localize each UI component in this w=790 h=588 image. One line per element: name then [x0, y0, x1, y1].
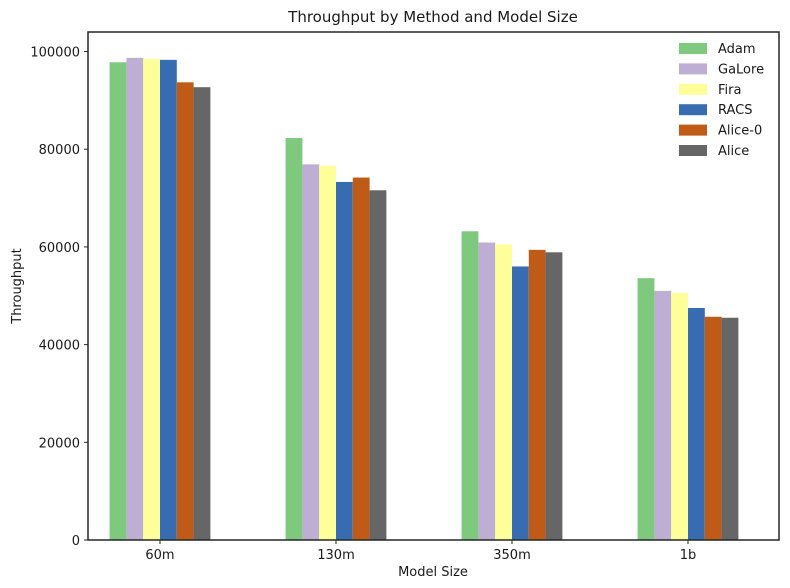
bar-racs-1b — [688, 307, 705, 540]
bar-alice-0-1b — [704, 316, 722, 540]
legend-swatch-fira — [679, 83, 707, 95]
bar-racs-60m — [160, 59, 177, 541]
bar-fira-350m — [495, 244, 512, 541]
y-tick-label: 0 — [72, 534, 80, 549]
legend-swatch-adam — [679, 43, 707, 54]
x-tick-label: 350m — [493, 548, 530, 563]
y-tick-label: 80000 — [39, 143, 80, 158]
legend-label: Alice — [718, 144, 749, 159]
bar-racs-350m — [512, 266, 529, 540]
legend-label: RACS — [718, 103, 753, 118]
legend-label: GaLore — [718, 62, 764, 77]
y-tick-label: 60000 — [39, 241, 80, 256]
bar-fira-60m — [143, 58, 160, 541]
y-axis-ticks: 0 20000 40000 60000 80000 100000 — [30, 46, 88, 549]
bar-alice-0-60m — [176, 82, 194, 540]
y-tick-label: 20000 — [39, 436, 80, 451]
bar-fira-130m — [319, 165, 336, 540]
x-tick-label: 130m — [317, 548, 354, 563]
bar-alice-60m — [193, 87, 211, 540]
y-tick-label: 40000 — [39, 339, 80, 354]
bar-adam-350m — [461, 231, 479, 541]
x-axis-label: Model Size — [398, 565, 468, 580]
bar-adam-60m — [109, 62, 127, 540]
legend: Adam GaLore Fira RACS Alice-0 Alice — [679, 42, 764, 159]
x-axis-ticks: 60m 130m 350m 1b — [145, 540, 696, 563]
legend-swatch-alice-0 — [679, 124, 707, 136]
chart-title: Throughput by Method and Model Size — [287, 8, 578, 26]
legend-swatch-racs — [679, 104, 707, 116]
bar-galore-60m — [126, 57, 144, 540]
bar-galore-130m — [302, 164, 320, 540]
bar-fira-1b — [671, 292, 688, 540]
bar-adam-1b — [637, 278, 655, 540]
y-tick-label: 100000 — [30, 46, 80, 61]
bar-alice-0-350m — [528, 249, 546, 540]
bars-group — [109, 57, 739, 541]
legend-label: Alice-0 — [718, 124, 762, 139]
bar-galore-350m — [478, 242, 496, 540]
legend-label: Fira — [718, 83, 741, 98]
y-axis-label: Throughput — [10, 248, 25, 325]
bar-adam-130m — [285, 138, 303, 540]
bar-alice-350m — [545, 252, 563, 541]
bar-racs-130m — [336, 181, 353, 540]
bar-alice-0-130m — [352, 177, 370, 540]
x-tick-label: 1b — [680, 548, 697, 563]
x-tick-label: 60m — [145, 548, 174, 563]
plot-frame — [87, 31, 780, 541]
bar-galore-1b — [654, 290, 672, 540]
bar-alice-1b — [721, 317, 739, 540]
bar-alice-130m — [369, 190, 387, 540]
legend-swatch-alice — [679, 145, 707, 156]
legend-swatch-galore — [679, 63, 707, 75]
legend-label: Adam — [718, 42, 756, 57]
